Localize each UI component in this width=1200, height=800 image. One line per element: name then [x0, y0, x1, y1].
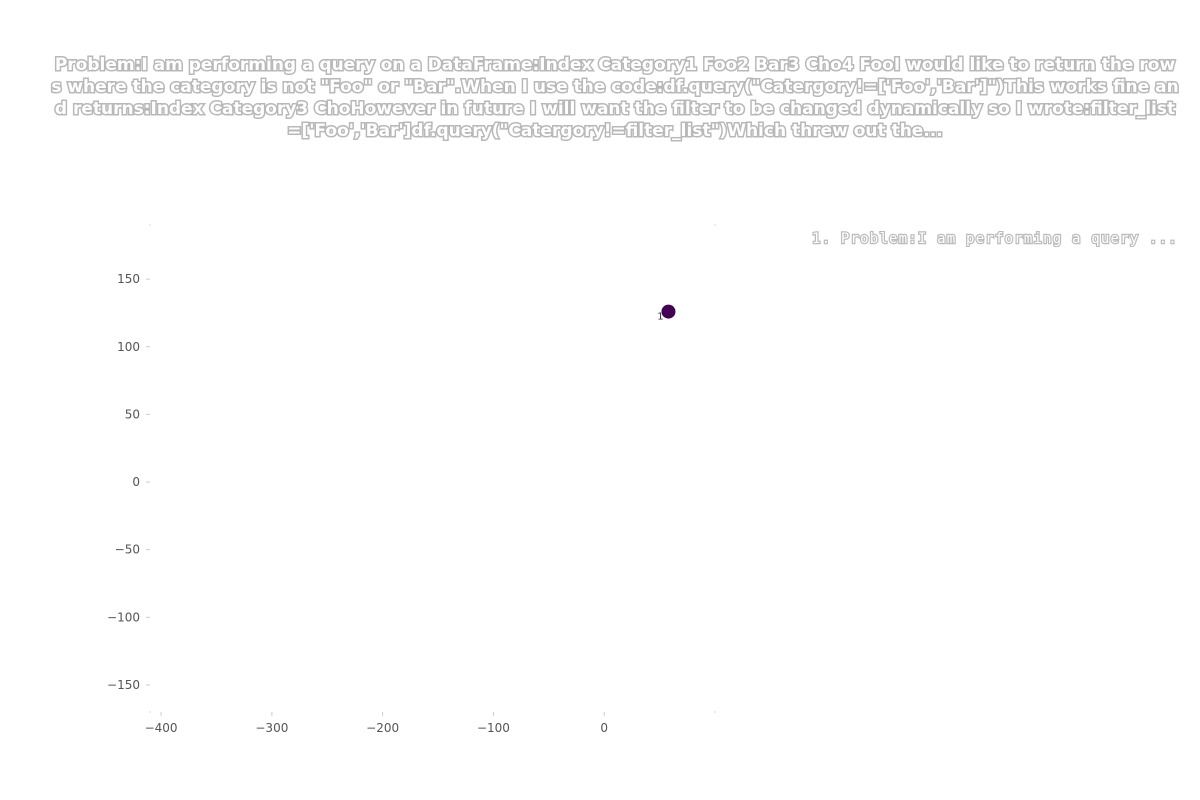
frame-corner-2 [149, 711, 151, 713]
x-tick-label: 0 [600, 721, 608, 735]
y-tick-label: 100 [117, 340, 140, 354]
data-point [661, 304, 676, 319]
y-tick-label: −100 [107, 610, 140, 624]
y-tick-label: −150 [107, 678, 140, 692]
y-tick-label: 50 [125, 407, 140, 421]
y-tick-label: 0 [132, 475, 140, 489]
frame-corner-1 [714, 224, 716, 226]
chart-title: Problem:I am performing a query on a Dat… [50, 54, 1180, 143]
legend-entry: 1. Problem:I am performing a query ... [812, 231, 1178, 247]
x-tick-label: −100 [477, 721, 510, 735]
data-point-label: 1 [657, 312, 663, 323]
frame-corner-3 [714, 711, 716, 713]
x-tick-label: −400 [145, 721, 178, 735]
x-tick-label: −200 [366, 721, 399, 735]
x-tick-label: −300 [255, 721, 288, 735]
y-tick-label: 150 [117, 272, 140, 286]
frame-corner-0 [149, 224, 151, 226]
y-tick-label: −50 [115, 543, 140, 557]
